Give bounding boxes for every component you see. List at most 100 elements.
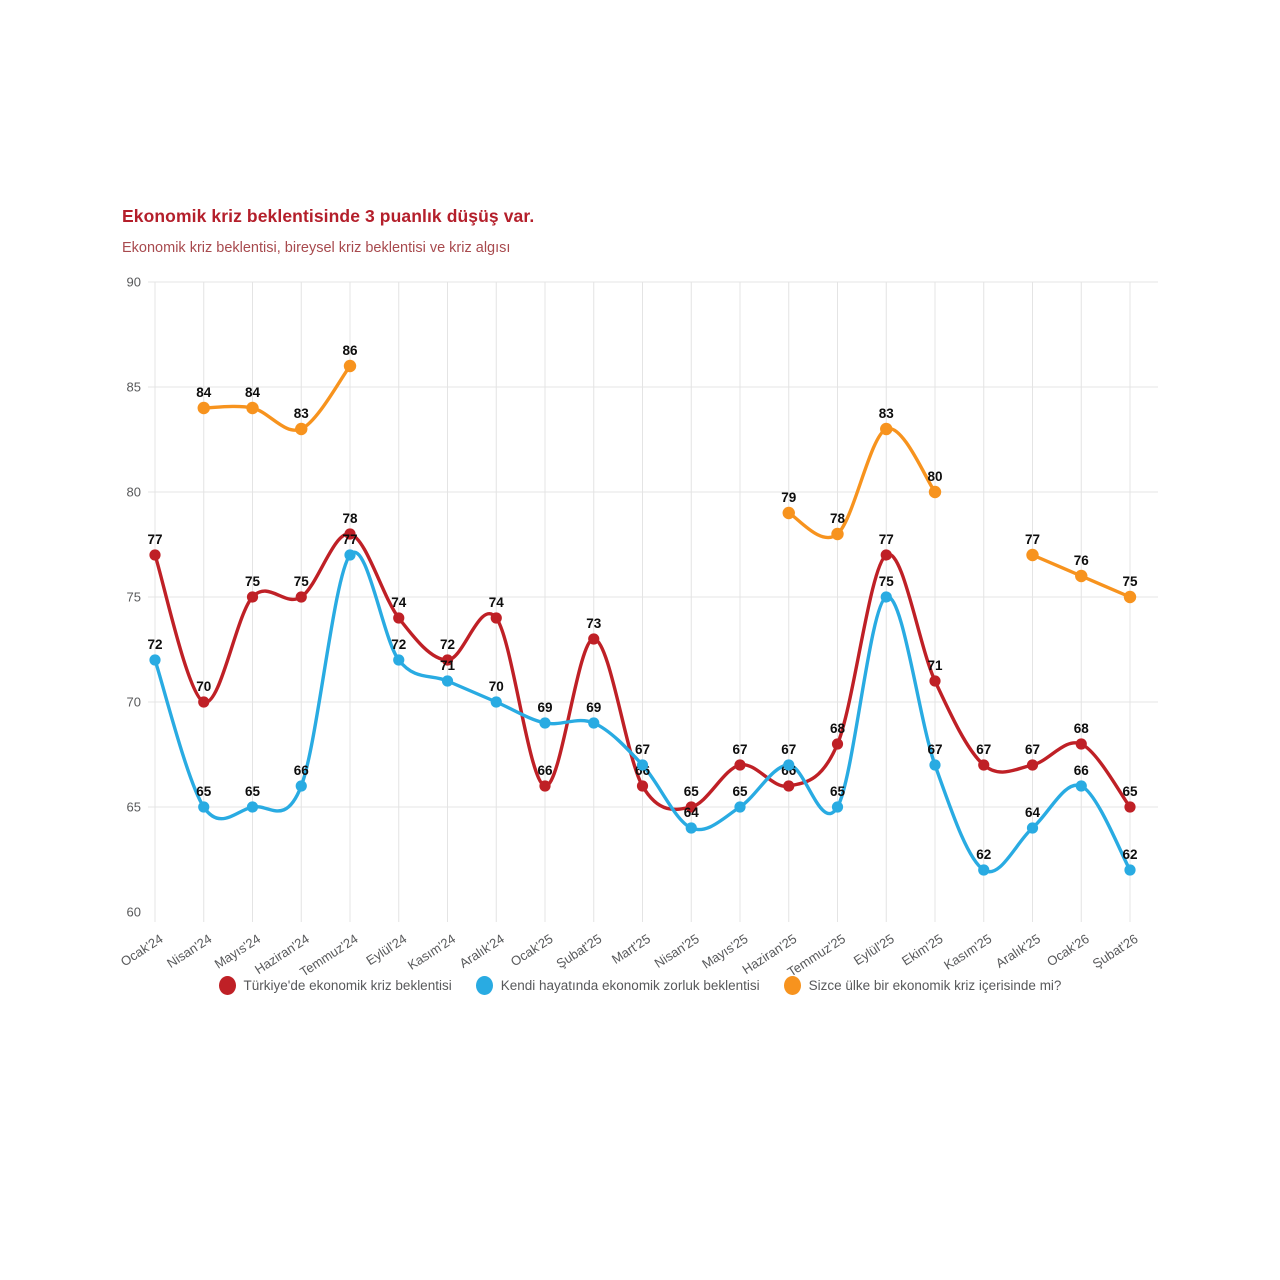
- data-point-label: 84: [196, 385, 212, 400]
- y-axis-tick-label: 70: [127, 695, 141, 710]
- data-point-label: 80: [927, 469, 942, 484]
- data-point-label: 68: [830, 721, 846, 736]
- y-axis-tick-label: 65: [127, 800, 141, 815]
- data-point-marker: [1124, 864, 1136, 876]
- data-point-label: 65: [684, 784, 700, 799]
- data-point-label: 69: [537, 700, 552, 715]
- data-point-label: 75: [879, 574, 895, 589]
- data-point-marker: [831, 801, 844, 813]
- data-point-marker: [636, 780, 649, 792]
- legend-item-1: Kendi hayatında ekonomik zorluk beklenti…: [475, 976, 760, 995]
- data-point-marker: [685, 801, 697, 813]
- series-path: [153, 550, 1132, 874]
- data-point-label: 67: [781, 742, 796, 757]
- data-point-label: 67: [1025, 742, 1040, 757]
- x-axis-tick-label: Kasım'25: [941, 931, 994, 973]
- data-point-marker: [1123, 590, 1137, 604]
- data-point-marker: [1124, 801, 1136, 813]
- data-point-label: 71: [927, 658, 943, 673]
- legend-item-0: Türkiye'de ekonomik kriz beklentisi: [218, 976, 452, 995]
- x-axis-tick-label: Mart'25: [609, 931, 653, 967]
- x-axis-tick-label: Eylül'25: [851, 931, 897, 968]
- data-point-label: 64: [1025, 805, 1041, 820]
- data-point-label: 76: [1074, 553, 1090, 568]
- data-point-marker: [588, 717, 600, 729]
- y-axis-labels: 60 65 70 75 80 85 90: [127, 275, 141, 920]
- data-point-marker: [295, 591, 307, 603]
- data-point-marker: [198, 696, 210, 708]
- data-point-marker: [1026, 548, 1039, 562]
- data-point-label: 65: [245, 784, 261, 799]
- data-point-marker: [343, 359, 357, 373]
- data-point-label: 77: [342, 532, 357, 547]
- data-point-label: 78: [342, 511, 358, 526]
- x-axis-tick-label: Aralık'25: [993, 931, 1043, 971]
- data-point-label: 75: [245, 574, 261, 589]
- x-axis-tick-label: Ocak'25: [508, 931, 556, 969]
- y-axis-tick-label: 85: [127, 380, 141, 395]
- data-point-label: 65: [830, 784, 846, 799]
- data-point-marker: [246, 801, 259, 813]
- data-point-label: 83: [294, 406, 310, 421]
- data-point-label: 83: [879, 406, 895, 421]
- data-point-marker: [344, 549, 356, 561]
- data-point-marker: [880, 591, 892, 603]
- data-point-label: 71: [440, 658, 456, 673]
- data-point-label: 67: [635, 742, 650, 757]
- x-axis-tick-label: Şubat'26: [1090, 931, 1141, 971]
- data-point-marker: [1075, 780, 1087, 792]
- data-point-label: 77: [1025, 532, 1040, 547]
- series-points-1: 72 65 65 66 77 72 71 70 69 69 67 64 65 67 65 75 67 62 64 66…: [147, 532, 1138, 876]
- data-point-marker: [928, 485, 942, 499]
- grid-lines: [148, 281, 1158, 922]
- data-point-marker: [246, 591, 259, 603]
- data-point-marker: [1026, 759, 1039, 771]
- x-axis-tick-label: Eylül'24: [363, 931, 409, 968]
- data-point-label: 67: [732, 742, 747, 757]
- data-point-label: 72: [440, 637, 455, 652]
- chart-legend: Türkiye'de ekonomik kriz beklentisi Kendi…: [0, 976, 1280, 995]
- data-point-marker: [344, 528, 356, 540]
- data-point-label: 72: [391, 637, 406, 652]
- data-point-label: 79: [781, 490, 796, 505]
- data-point-marker: [734, 801, 746, 813]
- legend-item-label: Türkiye'de ekonomik kriz beklentisi: [243, 978, 452, 993]
- x-axis-tick-label: Ocak'26: [1044, 931, 1092, 969]
- data-point-marker: [441, 675, 454, 687]
- legend-item-label: Kendi hayatında ekonomik zorluk beklenti…: [500, 978, 760, 993]
- data-point-marker: [929, 675, 941, 687]
- x-axis-tick-label: Nisan'24: [164, 931, 214, 971]
- data-point-marker: [685, 822, 697, 834]
- data-point-marker: [198, 801, 210, 813]
- data-point-label: 86: [342, 343, 358, 358]
- y-axis-tick-label: 75: [127, 590, 141, 605]
- data-point-label: 65: [732, 784, 748, 799]
- data-point-marker: [978, 864, 990, 876]
- data-point-label: 74: [489, 595, 505, 610]
- series-points-2: 84 84 83 86 79 78 83 80 77 76 75: [196, 343, 1138, 604]
- y-axis-tick-label: 90: [127, 275, 141, 290]
- data-point-marker: [783, 759, 795, 771]
- data-point-marker: [441, 654, 454, 666]
- series-points-0: 77 70 75 75 78 74 72 74 66 73 66 65 67 66 68 77 71 67 67 68…: [147, 511, 1138, 813]
- data-point-marker: [490, 696, 502, 708]
- y-axis-tick-label: 60: [127, 905, 141, 920]
- data-point-marker: [393, 654, 405, 666]
- x-axis-tick-label: Aralık'24: [457, 931, 507, 971]
- data-point-label: 68: [1074, 721, 1090, 736]
- data-point-label: 67: [927, 742, 942, 757]
- chart-subtitle: Ekonomik kriz beklentisi, bireysel kriz …: [122, 240, 511, 256]
- data-point-marker: [1075, 569, 1088, 583]
- data-point-marker: [880, 549, 892, 561]
- legend-swatch-icon: [475, 976, 493, 995]
- data-point-label: 64: [684, 805, 700, 820]
- data-point-label: 75: [294, 574, 310, 589]
- data-point-marker: [783, 780, 795, 792]
- data-point-label: 65: [1122, 784, 1138, 799]
- data-point-marker: [295, 422, 308, 436]
- data-point-marker: [490, 612, 502, 624]
- chart-title: Ekonomik kriz beklentisinde 3 puanlık dü…: [122, 206, 535, 226]
- data-point-label: 65: [196, 784, 212, 799]
